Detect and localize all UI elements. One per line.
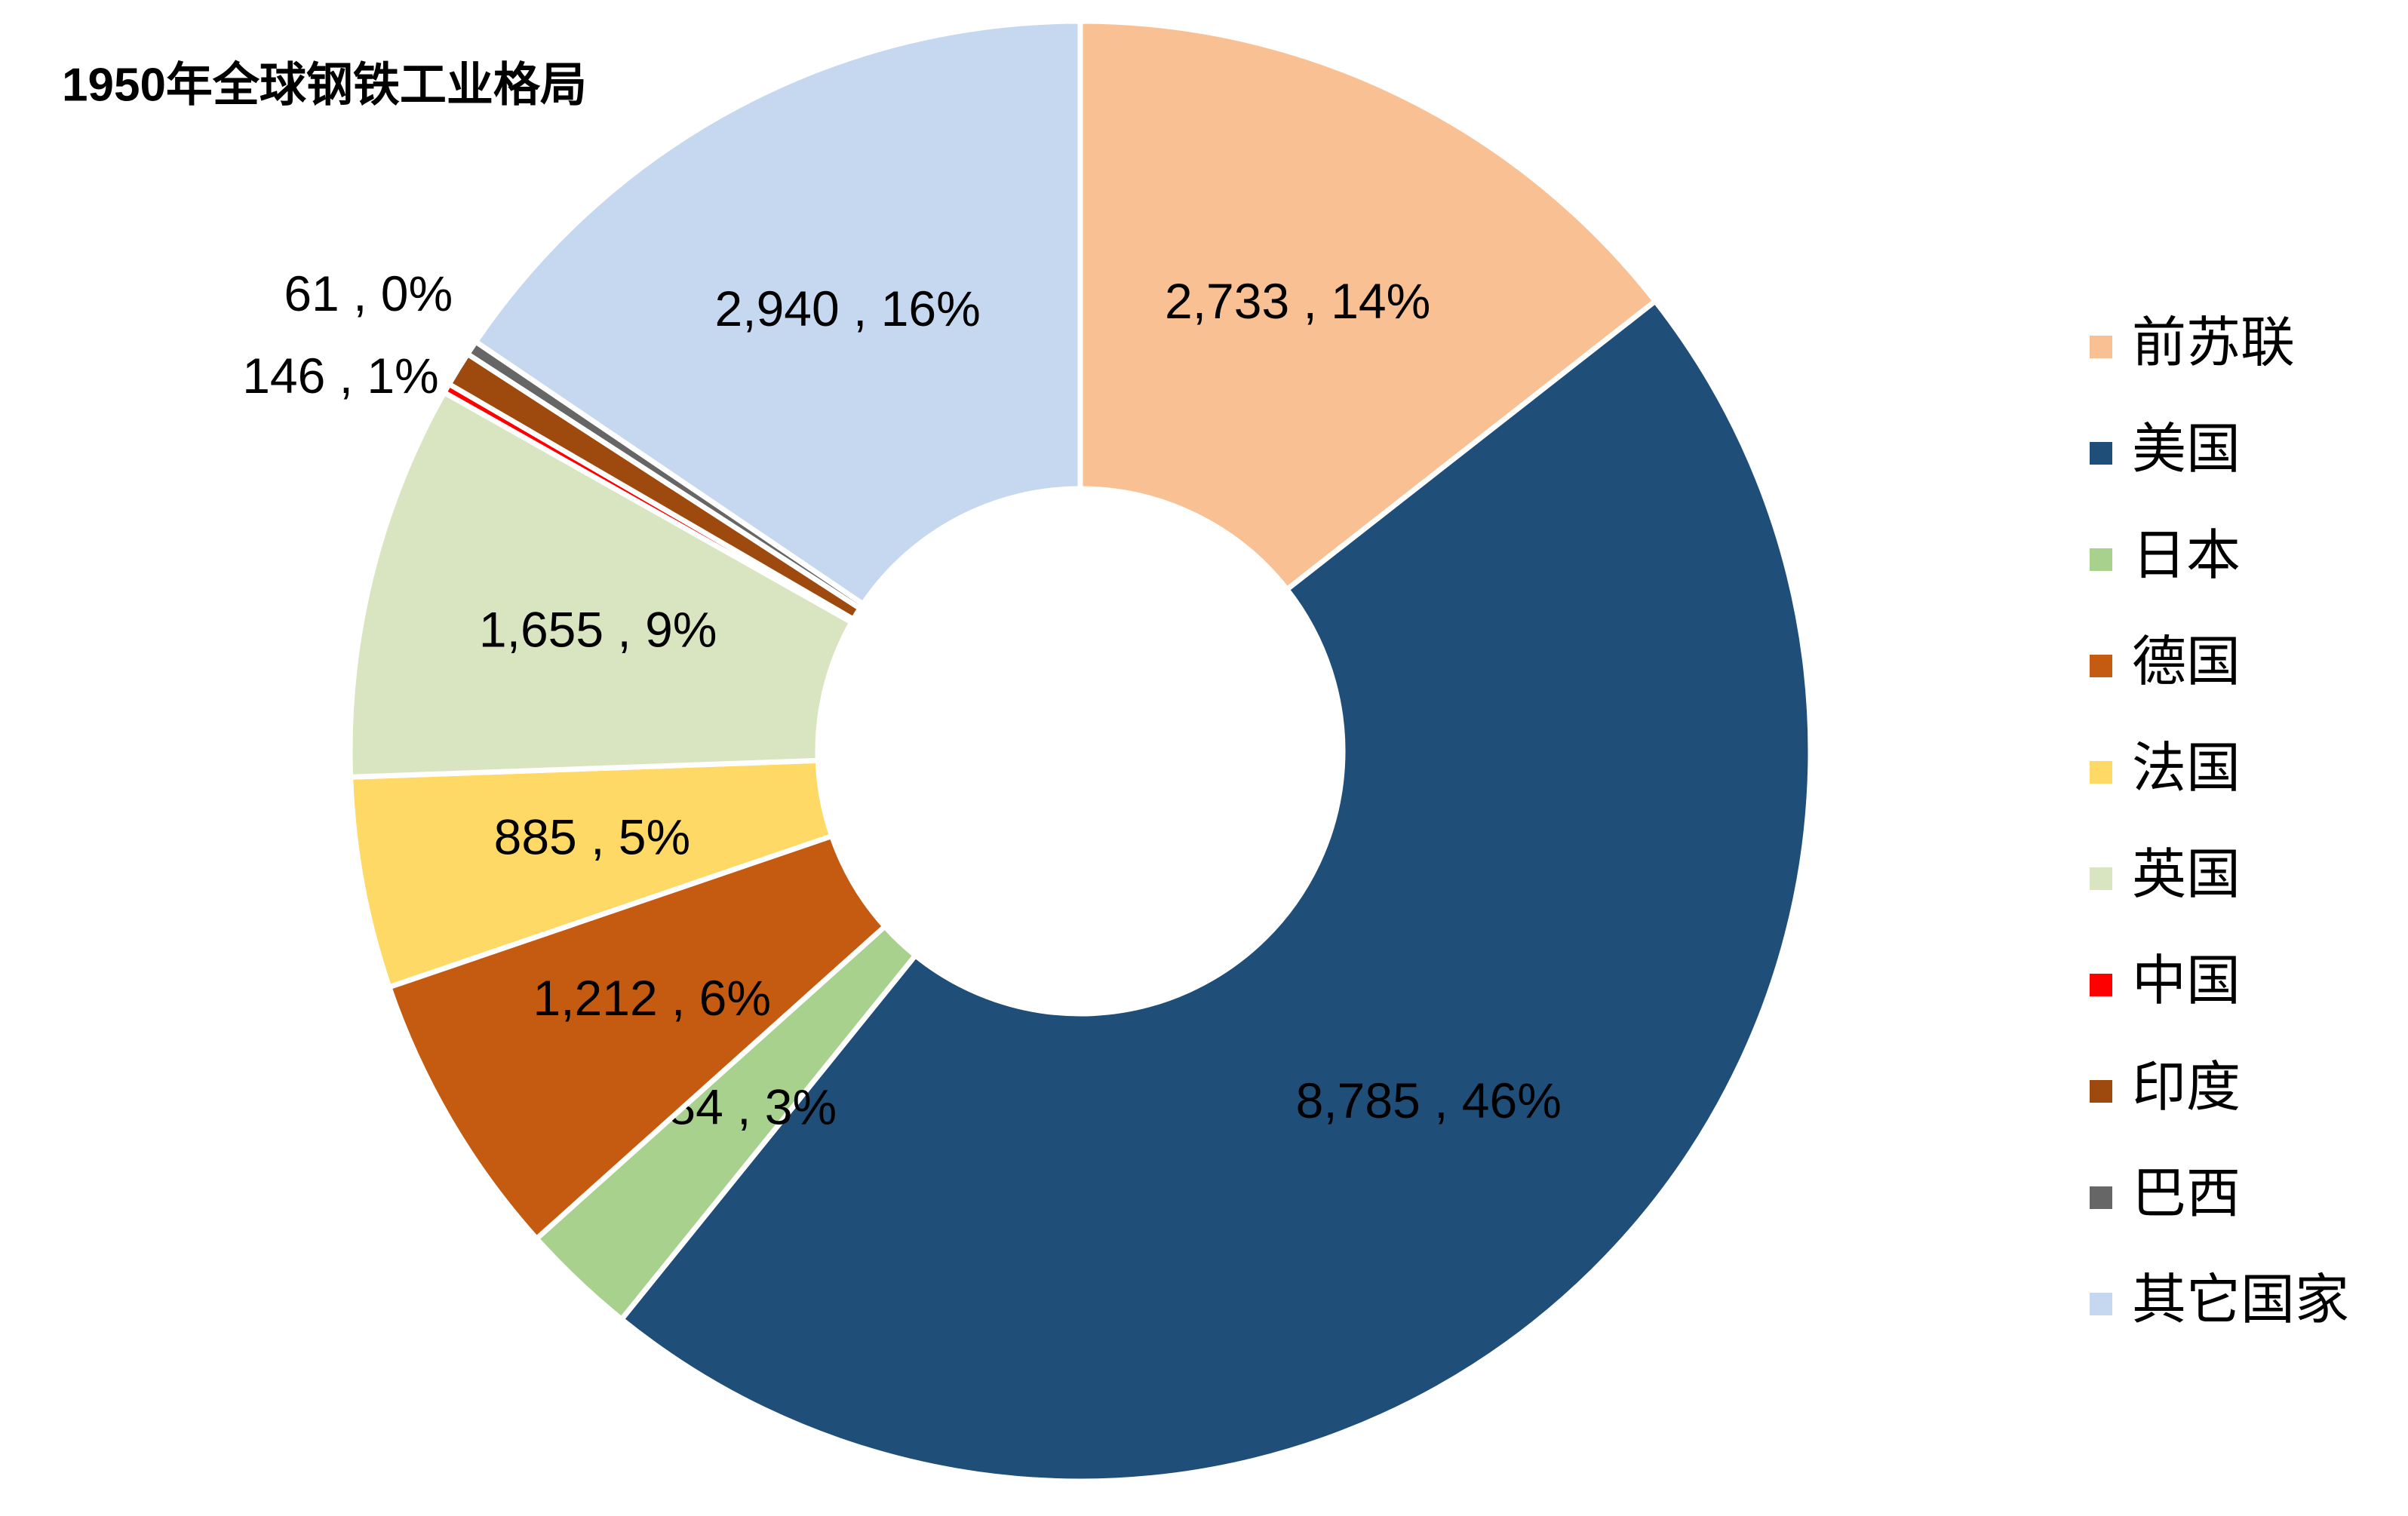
legend-swatch: [2090, 761, 2112, 784]
legend-swatch: [2090, 655, 2112, 677]
legend-label: 英国: [2132, 845, 2241, 905]
data-label: 61 , 0%: [284, 265, 453, 321]
legend-swatch: [2090, 442, 2112, 465]
legend-swatch: [2090, 1080, 2112, 1103]
donut-slice: [347, 388, 855, 780]
legend-label: 其它国家: [2132, 1270, 2349, 1330]
legend-label: 巴西: [2132, 1164, 2241, 1224]
donut-slice: [1077, 18, 1660, 594]
data-label: 2,940 , 16%: [715, 281, 981, 336]
legend-label: 德国: [2132, 632, 2241, 692]
data-label: 8,785 , 46%: [1296, 1073, 1562, 1128]
donut-slice: [618, 297, 1814, 1484]
chart-title: 1950年全球钢铁工业格局: [62, 59, 587, 111]
data-label: 1,655 , 9%: [479, 602, 717, 658]
donut-slice: [471, 18, 1083, 608]
legend-label: 前苏联: [2132, 313, 2295, 373]
legend-label: 美国: [2132, 419, 2241, 480]
legend-swatch: [2090, 336, 2112, 358]
legend-label: 中国: [2132, 951, 2241, 1011]
legend-swatch: [2090, 974, 2112, 996]
legend-swatch: [2090, 867, 2112, 890]
donut-slice: [385, 832, 889, 1243]
legend-swatch: [2090, 1293, 2112, 1315]
legend-swatch: [2090, 1186, 2112, 1209]
data-label: 146 , 1%: [242, 348, 439, 404]
data-label: 1,212 , 6%: [533, 970, 771, 1026]
legend-label: 印度: [2132, 1057, 2241, 1118]
legend-label: 法国: [2132, 738, 2241, 799]
legend-label: 日本: [2132, 526, 2241, 586]
data-label: 885 , 5%: [494, 809, 691, 865]
legend-swatch: [2090, 548, 2112, 571]
data-label: 2,733 , 14%: [1165, 273, 1430, 329]
